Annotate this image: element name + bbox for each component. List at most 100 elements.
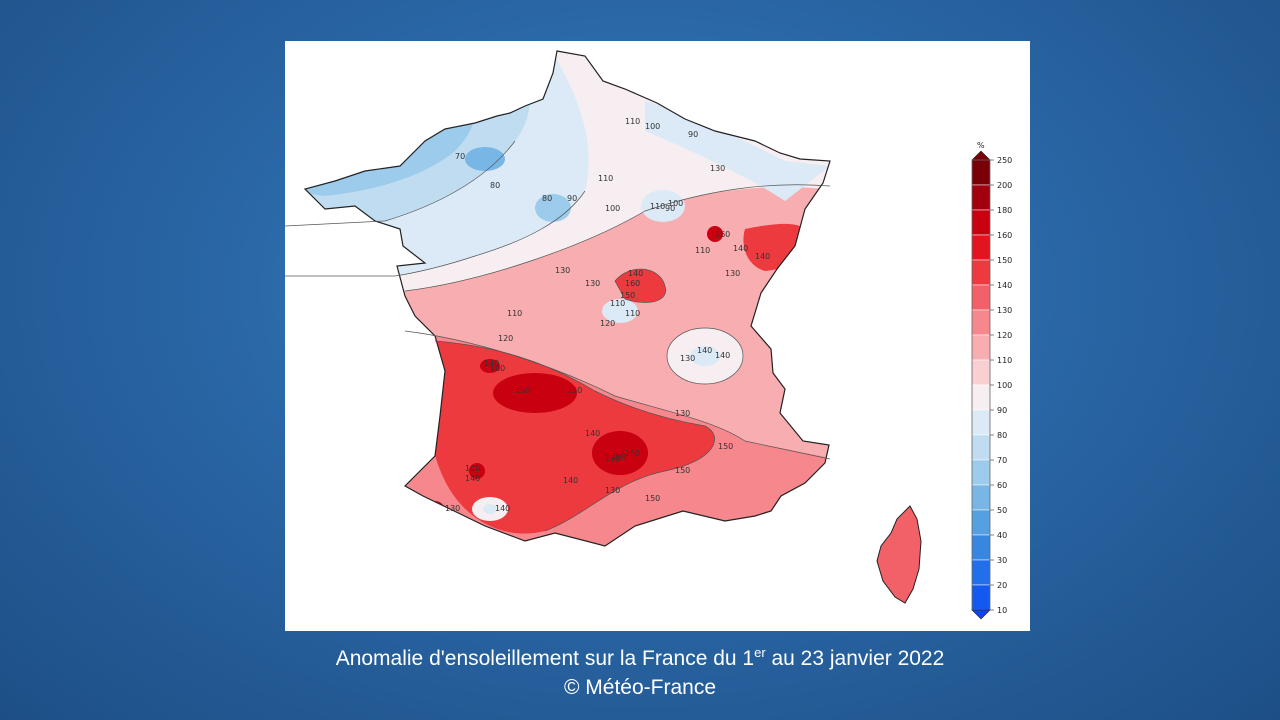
contour-label: 160 bbox=[490, 364, 505, 373]
contour-label: 150 bbox=[625, 449, 640, 458]
contour-label: 150 bbox=[718, 442, 733, 451]
contour-label: 120 bbox=[600, 319, 615, 328]
scale-tick-label: 20 bbox=[997, 581, 1007, 590]
contour-label: 140 bbox=[495, 504, 510, 513]
scale-block bbox=[971, 459, 991, 486]
scale-block bbox=[971, 334, 991, 361]
scale-tick-label: 200 bbox=[997, 181, 1012, 190]
scale-block bbox=[971, 509, 991, 536]
scale-tick-label: 70 bbox=[997, 456, 1007, 465]
contour-label: 150 bbox=[620, 291, 635, 300]
scale-tick-label: 120 bbox=[997, 331, 1012, 340]
scale-block bbox=[971, 209, 991, 236]
contour-label: 90 bbox=[567, 194, 577, 203]
contour-label: 150 bbox=[567, 386, 582, 395]
scale-tick-label: 160 bbox=[997, 231, 1012, 240]
contour-label: 110 bbox=[598, 174, 613, 183]
contour-label: 150 bbox=[675, 466, 690, 475]
contour-label: 160 bbox=[625, 279, 640, 288]
scale-block bbox=[971, 384, 991, 411]
contour-label: 80 bbox=[490, 181, 500, 190]
contour-label: 110 bbox=[695, 246, 710, 255]
scale-tick-label: 10 bbox=[997, 606, 1007, 615]
contour-label: 140 bbox=[697, 346, 712, 355]
caption-title-after: au 23 janvier 2022 bbox=[765, 647, 945, 670]
scale-tick-label: 100 bbox=[997, 381, 1012, 390]
color-scale: % 250 200 180 160 150 140 130 120 110 100 90 80 70 60… bbox=[971, 141, 1012, 620]
contour-label: 90 bbox=[665, 204, 675, 213]
contour-label: 110 bbox=[610, 299, 625, 308]
scale-tick-label: 140 bbox=[997, 281, 1012, 290]
scale-arrow-bottom bbox=[971, 609, 991, 620]
sunshine-anomaly-map: 110 100 90 110 80 70 80 90 90 110 100 130 130 130 140 1… bbox=[285, 41, 1030, 631]
scale-tick-label: 250 bbox=[997, 156, 1012, 165]
contour-label: 140 bbox=[715, 351, 730, 360]
caption-copyright: © Météo-France bbox=[563, 676, 717, 699]
scale-tick-label: 50 bbox=[997, 506, 1007, 515]
scale-tick-label: 40 bbox=[997, 531, 1007, 540]
contour-label: 140 bbox=[585, 429, 600, 438]
scale-block bbox=[971, 234, 991, 261]
contour-label: 140 bbox=[484, 359, 499, 368]
contour-label: 150 bbox=[515, 386, 530, 395]
contour-label: 130 bbox=[675, 409, 690, 418]
contour-label: 120 bbox=[498, 334, 513, 343]
scale-block bbox=[971, 259, 991, 286]
contour-label: 130 bbox=[680, 354, 695, 363]
contour-label: 160 bbox=[715, 230, 730, 239]
contour-label: 100 bbox=[605, 204, 620, 213]
contour-label: 100 bbox=[668, 199, 683, 208]
contour-label: 140 bbox=[465, 474, 480, 483]
contour-label: 140 bbox=[465, 464, 480, 473]
contour-label: 140 bbox=[733, 244, 748, 253]
scale-tick-label: 30 bbox=[997, 556, 1007, 565]
contour-label: 130 bbox=[445, 504, 460, 513]
scale-block bbox=[971, 409, 991, 436]
contour-label: 80 bbox=[542, 194, 552, 203]
scale-tick-label: 60 bbox=[997, 481, 1007, 490]
scale-tick-label: 150 bbox=[997, 256, 1012, 265]
contour-label: 130 bbox=[585, 279, 600, 288]
scale-block bbox=[971, 159, 991, 186]
caption-title-sup: er bbox=[754, 645, 766, 660]
contour-label: 130 bbox=[605, 454, 620, 463]
scale-unit: % bbox=[977, 141, 985, 150]
contour-label: 100 bbox=[645, 122, 660, 131]
contour-label: 90 bbox=[688, 130, 698, 139]
scale-tick-label: 130 bbox=[997, 306, 1012, 315]
scale-block bbox=[971, 484, 991, 511]
scale-tick-label: 180 bbox=[997, 206, 1012, 215]
france-outline bbox=[303, 50, 831, 547]
scale-block bbox=[971, 184, 991, 211]
scale-tick-label: 90 bbox=[997, 406, 1007, 415]
contour-label: 110 bbox=[625, 309, 640, 318]
scale-block bbox=[971, 434, 991, 461]
contour-label: 110 bbox=[650, 202, 665, 211]
contour-label: 110 bbox=[507, 309, 522, 318]
contour-lines bbox=[285, 140, 831, 532]
contour-label: 160 bbox=[611, 452, 626, 461]
corsica bbox=[876, 505, 922, 604]
scale-block bbox=[971, 284, 991, 311]
contour-label: 130 bbox=[725, 269, 740, 278]
contour-label: 110 bbox=[625, 117, 640, 126]
scale-block bbox=[971, 309, 991, 336]
scale-arrow-top bbox=[971, 150, 991, 161]
contour-label: 150 bbox=[645, 494, 660, 503]
contour-label: 140 bbox=[755, 252, 770, 261]
scale-block bbox=[971, 534, 991, 561]
scale-block bbox=[971, 559, 991, 586]
contour-label: 70 bbox=[455, 152, 465, 161]
contour-label: 140 bbox=[628, 269, 643, 278]
contour-label: 140 bbox=[563, 476, 578, 485]
contour-label: 130 bbox=[605, 486, 620, 495]
contour-label: 130 bbox=[710, 164, 725, 173]
scale-block bbox=[971, 359, 991, 386]
contour-label: 130 bbox=[555, 266, 570, 275]
scale-tick-label: 80 bbox=[997, 431, 1007, 440]
caption-title-before: Anomalie d'ensoleillement sur la France … bbox=[335, 647, 755, 670]
scale-tick-label: 110 bbox=[997, 356, 1012, 365]
scale-block bbox=[971, 584, 991, 611]
